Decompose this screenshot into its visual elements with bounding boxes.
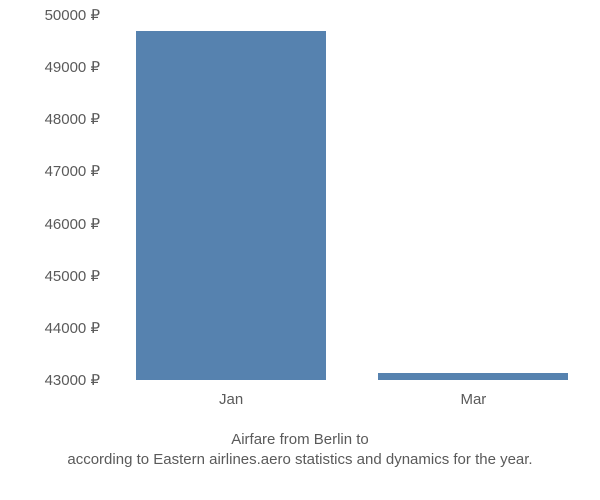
x-tick-label: Mar xyxy=(460,391,486,408)
y-tick-label: 44000 ₽ xyxy=(0,319,100,337)
x-tick-label: Jan xyxy=(219,391,243,408)
y-axis: 43000 ₽44000 ₽45000 ₽46000 ₽47000 ₽48000… xyxy=(0,15,105,380)
y-tick-label: 48000 ₽ xyxy=(0,110,100,128)
y-tick-label: 47000 ₽ xyxy=(0,162,100,180)
y-tick-label: 43000 ₽ xyxy=(0,371,100,389)
y-tick-label: 46000 ₽ xyxy=(0,215,100,233)
bar-mar xyxy=(378,373,568,380)
caption-line-2: according to Eastern airlines.aero stati… xyxy=(0,450,600,470)
y-tick-label: 45000 ₽ xyxy=(0,267,100,285)
caption-line-1: Airfare from Berlin to xyxy=(0,430,600,450)
y-tick-label: 49000 ₽ xyxy=(0,58,100,76)
y-tick-label: 50000 ₽ xyxy=(0,6,100,24)
airfare-bar-chart: 43000 ₽ 44000 ₽ 45000 ₽ 46000 ₽ 47000 ₽ 48000… xyxy=(0,0,600,500)
bar-jan xyxy=(136,31,326,380)
plot-area xyxy=(110,15,585,380)
x-axis: Jan Mar xyxy=(110,385,585,415)
